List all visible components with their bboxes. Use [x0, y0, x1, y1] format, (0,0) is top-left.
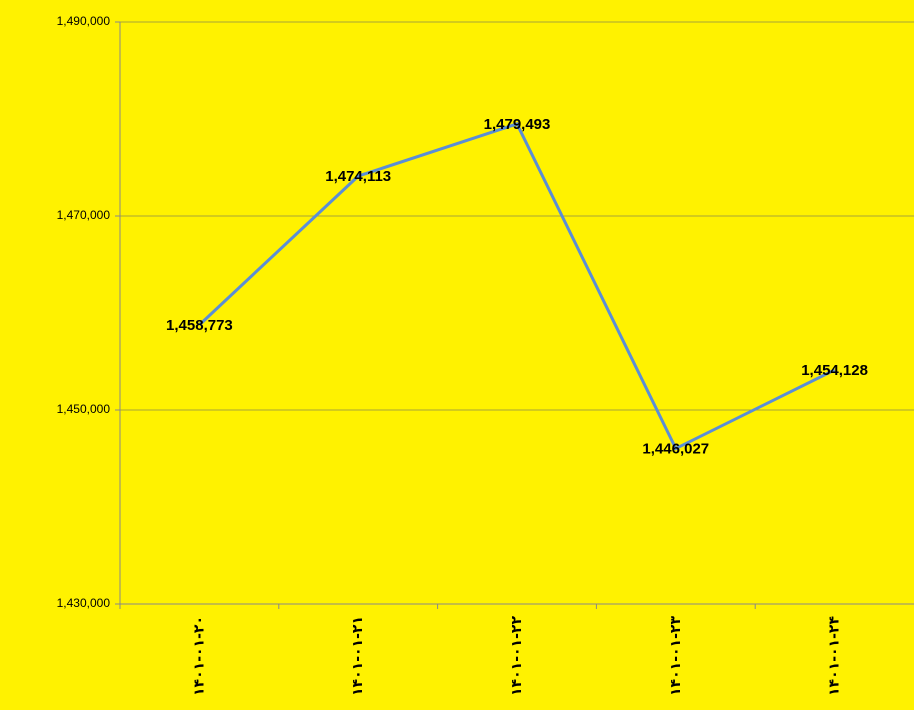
x-tick-label: ۱۴۰۱-۰۱-۲۳	[668, 616, 684, 696]
data-label: 1,474,113	[325, 168, 391, 185]
x-tick-label: ۱۴۰۱-۰۱-۲۲	[509, 616, 525, 696]
data-line	[198, 122, 836, 451]
x-tick-label: ۱۴۰۱-۰۱-۲۰	[191, 616, 207, 696]
y-tick-label: 1,470,000	[57, 208, 111, 222]
data-label: 1,446,027	[642, 441, 709, 458]
data-label: 1,458,773	[166, 317, 233, 334]
x-tick-label: ۱۴۰۱-۰۱-۲۱	[350, 616, 366, 696]
data-label: 1,479,493	[484, 116, 551, 133]
x-tick-label: ۱۴۰۱-۰۱-۲۴	[827, 616, 843, 696]
y-tick-label: 1,490,000	[57, 14, 111, 28]
y-tick-label: 1,430,000	[57, 596, 111, 610]
y-tick-label: 1,450,000	[57, 402, 111, 416]
data-label: 1,454,128	[801, 362, 868, 379]
